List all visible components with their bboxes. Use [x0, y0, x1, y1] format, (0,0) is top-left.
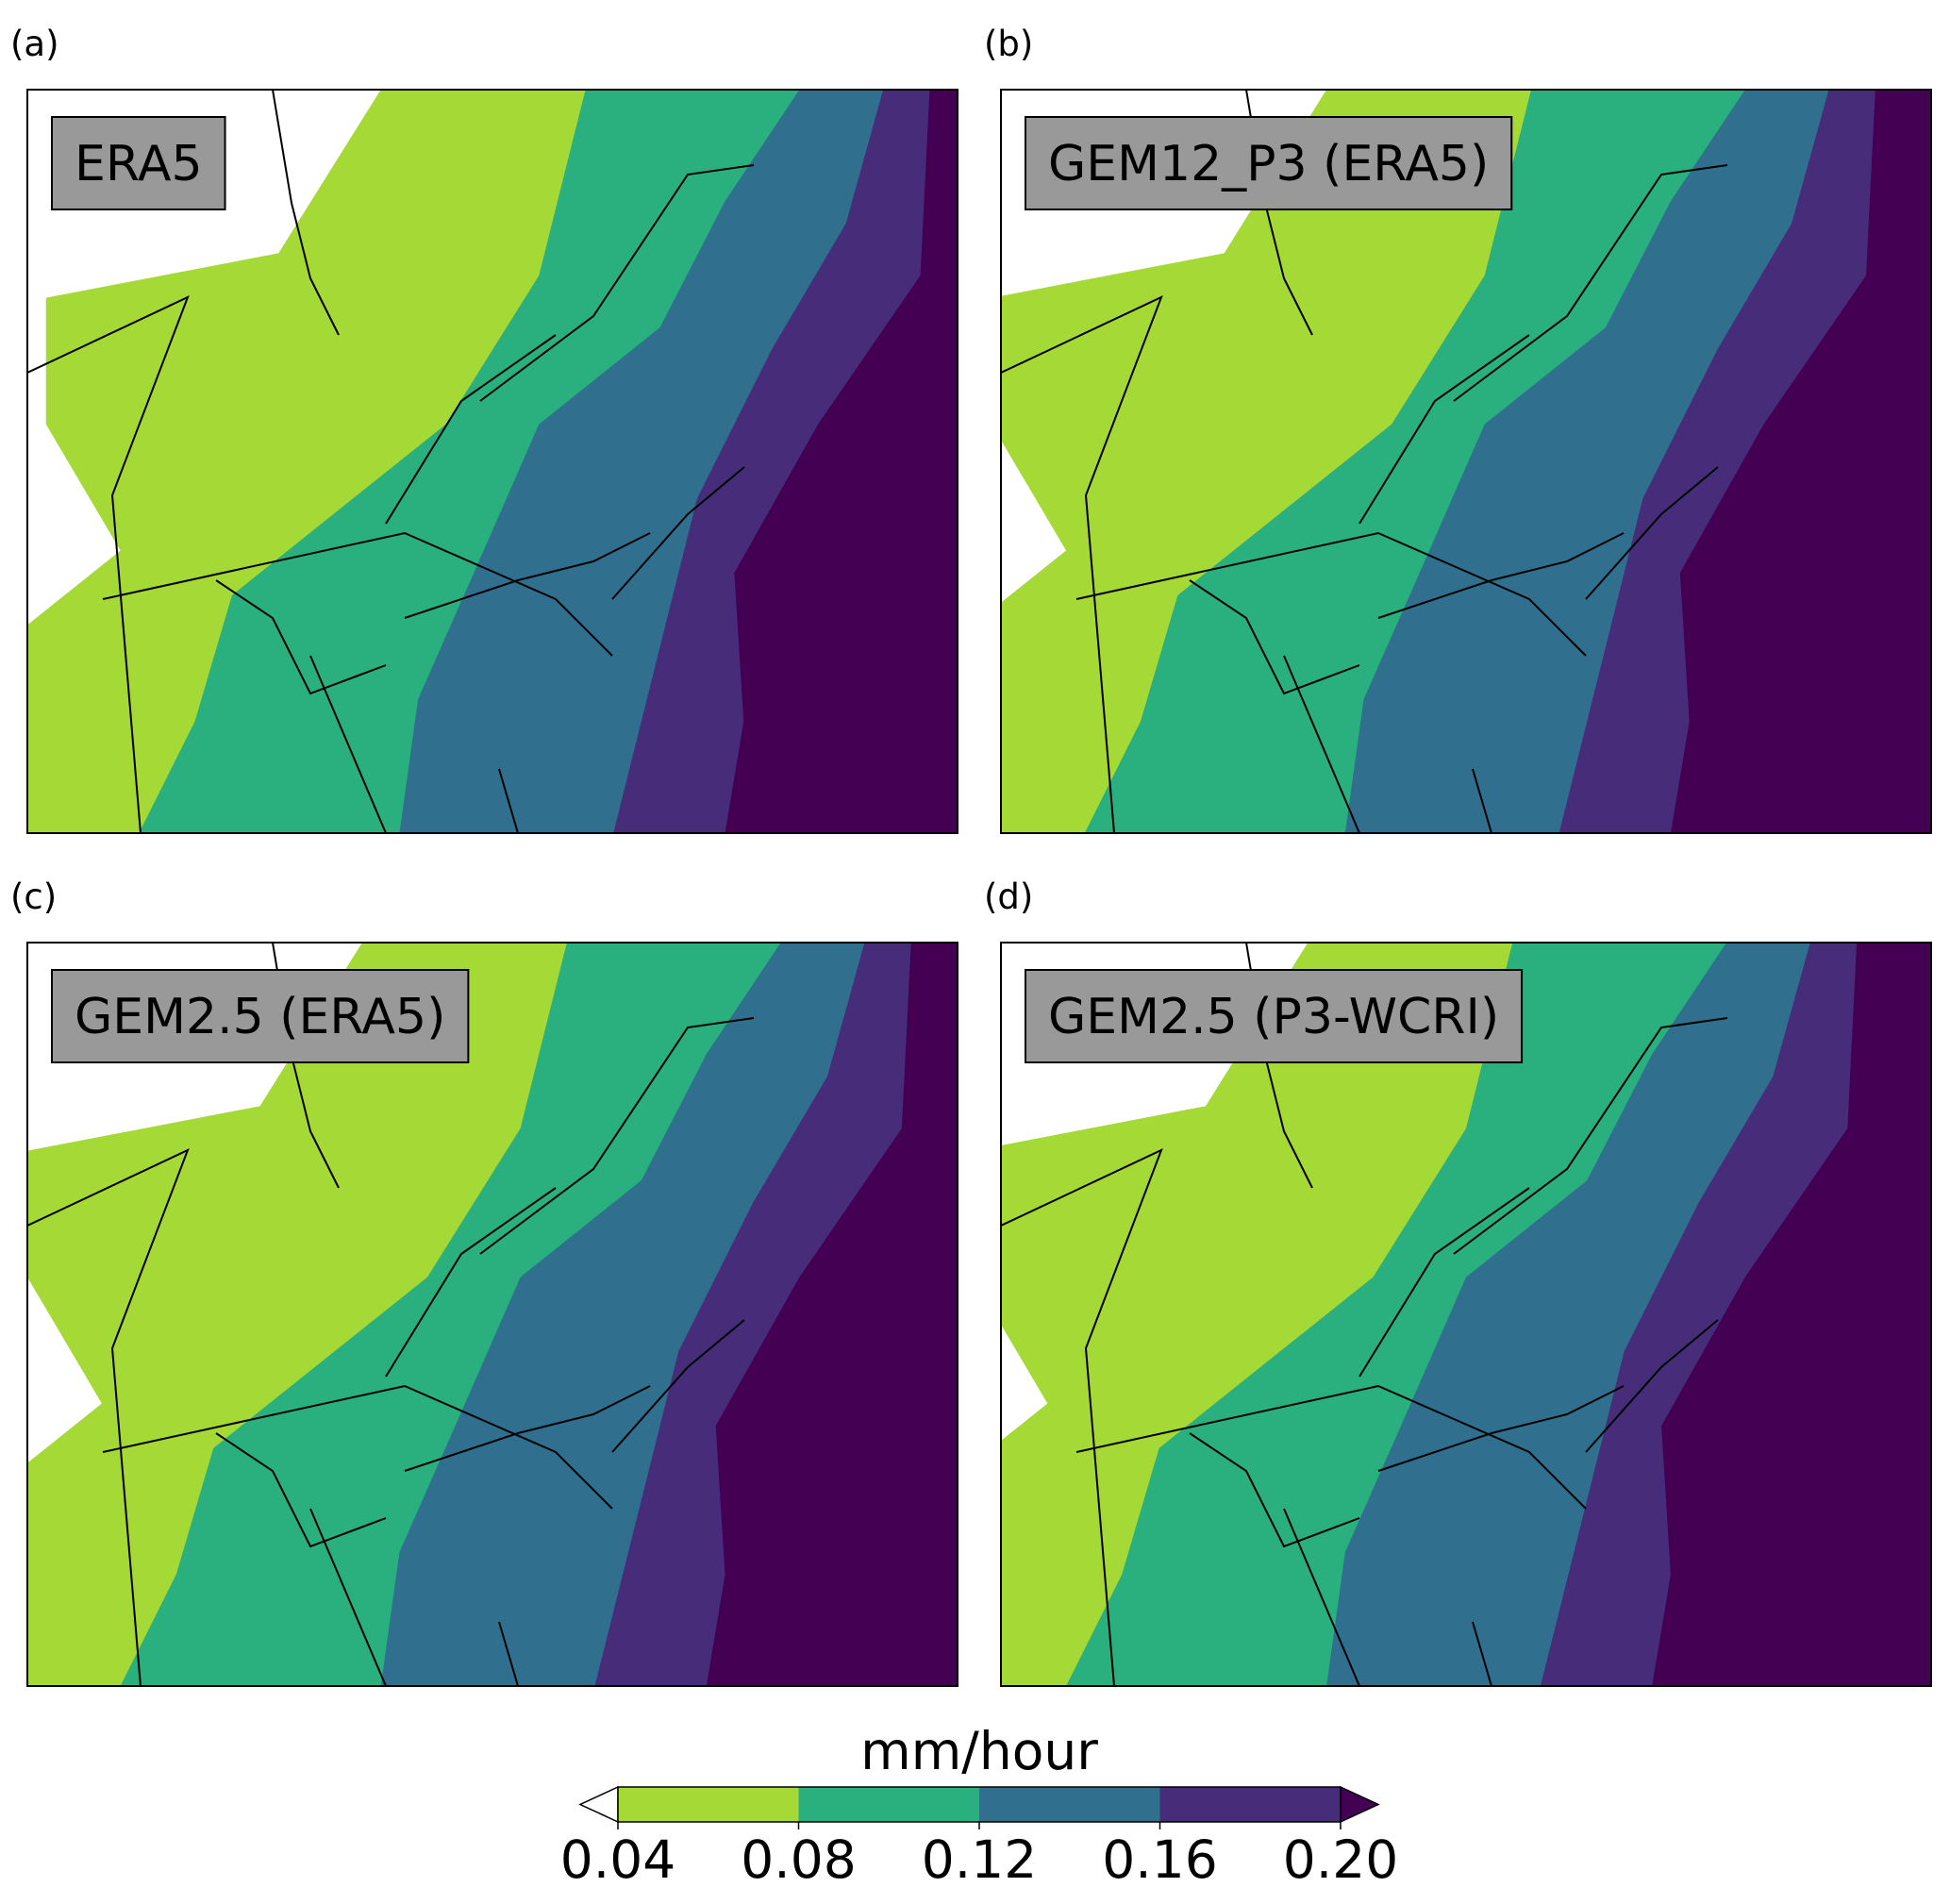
- colorbar-extend-min: [578, 1785, 619, 1824]
- colorbar-tick-label: 0.08: [741, 1829, 856, 1890]
- title-box: [1025, 116, 1513, 210]
- map-panel: [1001, 90, 1931, 833]
- colorbar-tick-label: 0.12: [922, 1829, 1037, 1890]
- colorbar-extend-max: [1340, 1785, 1380, 1824]
- map-frame: [26, 942, 958, 1687]
- map-frame: [1000, 942, 1932, 1687]
- precip-field: [725, 90, 958, 833]
- panel-title: GEM2.5 (ERA5): [75, 989, 445, 1045]
- colorbar-bin: [798, 1787, 979, 1822]
- boundary-line: [102, 1384, 613, 1510]
- boundary-line: [1283, 1508, 1360, 1686]
- boundary-line: [1358, 1187, 1530, 1378]
- colorbar-bin: [1159, 1787, 1341, 1822]
- colorbar-tick-label: 0.20: [1283, 1829, 1398, 1890]
- boundary-line: [404, 1385, 651, 1472]
- boundary-line: [479, 1017, 755, 1255]
- boundary-line: [611, 466, 745, 600]
- boundary-line: [385, 1187, 557, 1378]
- boundary-line: [27, 1148, 190, 1686]
- boundary-line: [385, 334, 557, 525]
- boundary-line: [1585, 1319, 1719, 1453]
- panel-label: (a): [10, 24, 59, 64]
- precip-field: [706, 943, 958, 1686]
- map-panel: [27, 90, 958, 833]
- boundary-line: [1453, 164, 1728, 402]
- panel-label: (b): [984, 24, 1033, 64]
- boundary-line: [1001, 1148, 1163, 1686]
- boundary-line: [479, 164, 755, 402]
- boundary-line: [1453, 1017, 1728, 1255]
- boundary-line: [498, 768, 519, 833]
- colorbar-title: mm/hour: [860, 1721, 1098, 1781]
- colorbar-bin: [979, 1787, 1160, 1822]
- map-panel: [27, 943, 958, 1686]
- boundary-line: [1472, 1621, 1492, 1686]
- title-box: [51, 116, 226, 210]
- panel-title: ERA5: [75, 136, 203, 192]
- panel-label: (c): [10, 877, 57, 917]
- map-frame: [26, 89, 958, 834]
- boundary-line: [272, 90, 340, 336]
- boundary-line: [611, 1319, 745, 1453]
- map-panel: [1001, 943, 1931, 1686]
- boundary-line: [27, 295, 190, 833]
- panel-title: GEM12_P3 (ERA5): [1048, 136, 1489, 192]
- colorbar-tick-label: 0.04: [560, 1829, 675, 1890]
- boundary-line: [1358, 334, 1530, 525]
- boundary-line: [309, 1508, 387, 1686]
- precip-field: [1652, 943, 1931, 1686]
- boundary-line: [1189, 579, 1360, 695]
- boundary-line: [1283, 655, 1360, 833]
- boundary-line: [1377, 1385, 1625, 1472]
- boundary-line: [309, 655, 387, 833]
- panel-title: GEM2.5 (P3-WCRI): [1048, 989, 1499, 1045]
- boundary-line: [404, 532, 651, 619]
- boundary-line: [1585, 466, 1719, 600]
- title-box: [51, 969, 470, 1063]
- boundary-line: [1189, 1432, 1360, 1548]
- colorbar-bin: [618, 1787, 799, 1822]
- boundary-line: [1075, 531, 1587, 657]
- boundary-line: [1377, 532, 1625, 619]
- boundary-line: [215, 579, 387, 695]
- boundary-line: [215, 1432, 387, 1548]
- boundary-line: [102, 531, 613, 657]
- boundary-line: [498, 1621, 519, 1686]
- boundary-line: [1001, 295, 1163, 833]
- boundary-line: [1075, 1384, 1587, 1510]
- boundary-line: [1472, 768, 1492, 833]
- precip-field: [1670, 90, 1931, 833]
- panel-label: (d): [984, 877, 1033, 917]
- title-box: [1025, 969, 1524, 1063]
- colorbar-tick-label: 0.16: [1102, 1829, 1217, 1890]
- map-frame: [1000, 89, 1932, 834]
